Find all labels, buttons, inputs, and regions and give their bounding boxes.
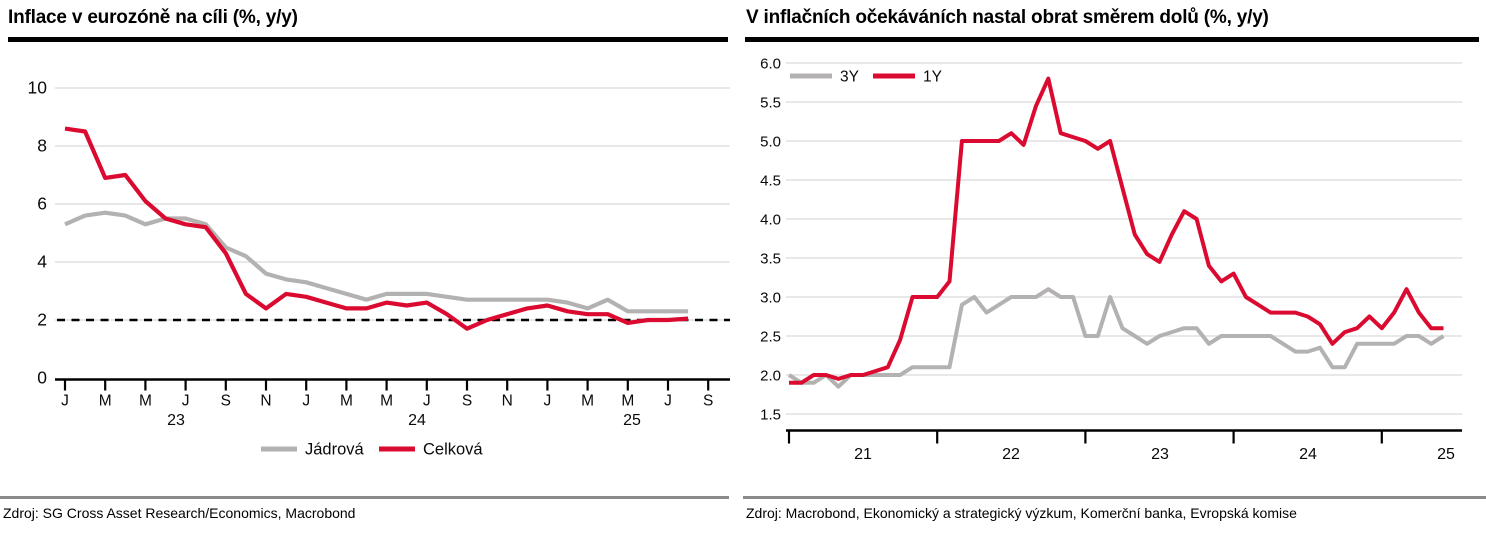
y-tick-label: 8 [37, 136, 47, 156]
y-tick-label: 4 [37, 252, 47, 272]
month-label: J [544, 393, 552, 410]
y-tick-label: 2 [37, 310, 47, 330]
legend-label-1y: 1Y [923, 69, 942, 86]
right-chart-panel: V inflačních očekáváních nastal obrat sm… [743, 0, 1486, 543]
series-1y [789, 76, 1444, 385]
year-label: 24 [1299, 446, 1317, 463]
left-title-rule [8, 37, 728, 42]
y-tick-label: 2.5 [760, 329, 781, 346]
y-tick-label: 1.5 [760, 407, 781, 424]
legend-label-3y: 3Y [840, 69, 859, 86]
y-tick-label: 5.0 [760, 134, 781, 151]
month-label: J [182, 393, 190, 410]
month-label: S [462, 393, 472, 410]
year-label: 25 [623, 412, 641, 429]
year-label: 25 [1437, 446, 1455, 463]
month-label: M [139, 393, 152, 410]
month-label: J [61, 393, 69, 410]
right-footer-rule [743, 496, 1486, 499]
month-label: M [621, 393, 634, 410]
month-label: M [99, 393, 112, 410]
left-footer-rule [0, 496, 729, 499]
month-label: M [340, 393, 353, 410]
month-label: J [664, 393, 672, 410]
legend-label-celkova: Celková [423, 441, 483, 459]
month-label: J [423, 393, 431, 410]
month-label: S [703, 393, 713, 410]
y-tick-label: 5.5 [760, 95, 781, 112]
series-3y [787, 287, 1445, 389]
y-tick-label: 6 [37, 194, 47, 214]
y-tick-label: 4.0 [760, 212, 781, 229]
y-tick-label: 4.5 [760, 173, 781, 190]
y-tick-label: 6.0 [760, 56, 781, 73]
inflation-expectations-chart: 1.5 2.0 2.5 3.0 3.5 4.0 4.5 5.0 5.5 6.0 21 22 23 24 25… [760, 56, 1462, 463]
year-label: 23 [1151, 446, 1169, 463]
year-label: 22 [1002, 446, 1020, 463]
right-title-rule [745, 37, 1479, 42]
y-tick-label: 3.5 [760, 251, 781, 268]
y-tick-label: 10 [28, 78, 48, 98]
y-tick-label: 0 [37, 368, 47, 388]
month-label: M [380, 393, 393, 410]
left-chart-title: Inflace v eurozóně na cíli (%, y/y) [8, 7, 298, 28]
left-chart-source: Zdroj: SG Cross Asset Research/Economics… [3, 505, 356, 521]
year-label: 24 [408, 412, 426, 429]
y-tick-label: 3.0 [760, 290, 781, 307]
month-label: J [302, 393, 310, 410]
y-tick-label: 2.0 [760, 368, 781, 385]
month-label: M [581, 393, 594, 410]
series-celkova [64, 126, 689, 331]
legend-label-jadrova: Jádrová [305, 441, 365, 459]
year-label: 23 [167, 412, 185, 429]
right-chart-source: Zdroj: Macrobond, Ekonomický a strategic… [746, 505, 1297, 521]
right-chart-title: V inflačních očekáváních nastal obrat sm… [746, 7, 1269, 28]
year-label: 21 [854, 446, 872, 463]
month-label: S [221, 393, 231, 410]
month-label: N [260, 393, 271, 410]
month-label: N [502, 393, 513, 410]
